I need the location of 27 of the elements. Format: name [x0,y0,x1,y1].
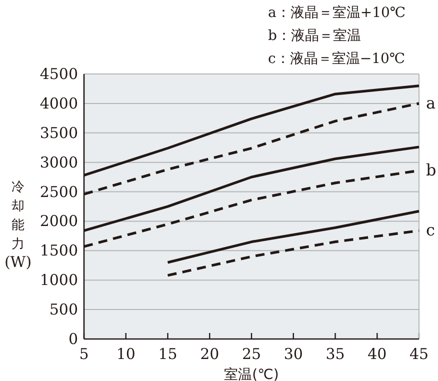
y-tick-label: 3500 [40,124,78,142]
series-label: b [426,160,436,180]
text: a：液晶＝室温+10℃ [268,5,406,21]
series-label: a [426,93,436,112]
x-tick-label: 45 [409,345,429,363]
y-tick-label: 0 [68,330,78,348]
x-tick-label: 5 [79,345,89,363]
y-tick-label: 3000 [40,153,78,172]
x-tick-label: 10 [116,345,136,363]
x-tick-label: 20 [200,345,220,363]
text: b：液晶＝室温 [268,28,361,44]
y-tick-label: 4000 [40,94,78,112]
x-tick-label: 25 [242,345,262,363]
y-axis-title: 冷却能力(W) [4,180,32,271]
x-axis-title: 室温(℃) [224,367,279,381]
y-tick-label: 4500 [40,65,78,83]
y-tick-label: 2000 [40,212,78,230]
x-tick-label: 15 [158,345,178,363]
y-tick-label: 1000 [40,271,78,290]
x-tick-label: 30 [284,345,303,363]
y-tick-label: 1500 [40,242,78,260]
x-tick-label: 35 [326,345,345,363]
series-label: c [426,220,435,240]
y-tick-label: 2500 [40,182,78,201]
x-tick-label: 40 [368,345,387,363]
text: c：液晶＝室温−10℃ [268,51,406,67]
y-tick-label: 500 [49,300,78,319]
